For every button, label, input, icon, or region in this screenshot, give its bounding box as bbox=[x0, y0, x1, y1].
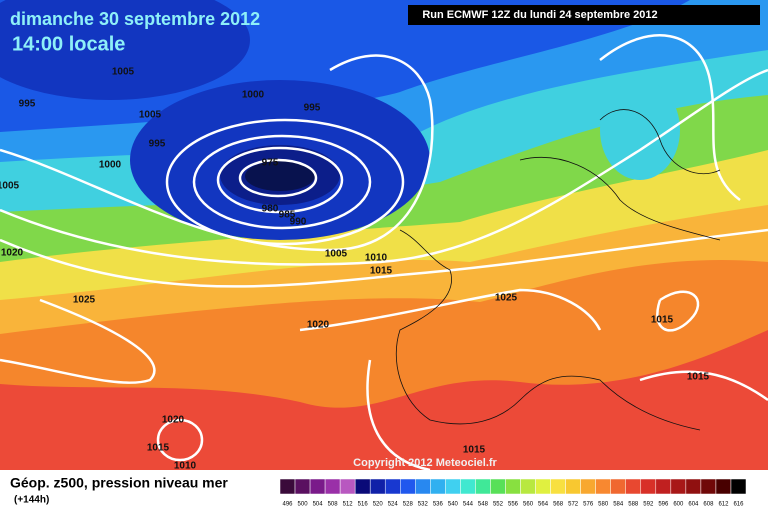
legend-title: Géop. z500, pression niveau mer bbox=[10, 475, 228, 491]
colorbar-swatch bbox=[339, 478, 356, 495]
isobar-label: 995 bbox=[19, 99, 36, 110]
isobar-label: 985 bbox=[279, 210, 296, 221]
isobar-label: 1015 bbox=[463, 445, 486, 456]
colorbar: 496 500 504 508 512 516 520 524 528 532 536 540 544 5… bbox=[279, 478, 747, 508]
colorbar-label: 520 bbox=[373, 502, 384, 508]
colorbar-label: 536 bbox=[433, 502, 444, 508]
colorbar-swatch bbox=[610, 478, 626, 495]
isobar-label: 995 bbox=[149, 139, 166, 150]
colorbar-label: 596 bbox=[658, 502, 669, 508]
colorbar-label: 608 bbox=[703, 502, 714, 508]
isobar-labels: 1005 995 1005 1000 995 995 1000 975 1005 98098599… bbox=[0, 67, 710, 472]
isobar-label: 1020 bbox=[162, 415, 185, 426]
isobar-label: 1005 bbox=[325, 249, 348, 260]
isobar-label: 975 bbox=[262, 158, 279, 169]
colorbar-swatch bbox=[490, 478, 506, 495]
colorbar-swatch bbox=[384, 478, 401, 495]
colorbar-swatch bbox=[430, 478, 446, 495]
colorbar-label: 532 bbox=[418, 502, 429, 508]
colorbar-label: 500 bbox=[298, 502, 309, 508]
isobar-label: 1000 bbox=[242, 90, 265, 101]
colorbar-swatch bbox=[445, 478, 461, 495]
isobar-label: 1025 bbox=[495, 293, 518, 304]
time: 14:00 locale bbox=[12, 33, 125, 55]
isobar-label: 1005 bbox=[0, 181, 20, 192]
isobar-label: 1015 bbox=[147, 443, 170, 454]
colorbar-label: 552 bbox=[493, 502, 504, 508]
colorbar-label: 604 bbox=[688, 502, 699, 508]
colorbar-label: 616 bbox=[733, 502, 744, 508]
colorbar-label: 524 bbox=[388, 502, 399, 508]
colorbar-label: 564 bbox=[538, 502, 549, 508]
legend-subtitle: (+144h) bbox=[14, 495, 49, 506]
isobar-label: 990 bbox=[290, 217, 307, 228]
colorbar-swatch bbox=[460, 478, 476, 495]
isobar-label: 1025 bbox=[73, 295, 96, 306]
isobar-label: 995 bbox=[304, 103, 321, 114]
colorbar-swatch bbox=[354, 478, 371, 495]
coastlines bbox=[395, 109, 721, 431]
colorbar-label: 576 bbox=[583, 502, 594, 508]
colorbar-swatch bbox=[715, 478, 732, 495]
colorbar-swatch bbox=[640, 478, 657, 495]
isobar-label: 1010 bbox=[365, 253, 388, 264]
colorbar-swatch bbox=[475, 478, 491, 495]
isobar-label: 1000 bbox=[99, 160, 122, 171]
colorbar-label: 540 bbox=[448, 502, 459, 508]
colorbar-swatch bbox=[505, 478, 521, 495]
colorbar-label: 548 bbox=[478, 502, 489, 508]
isobar-label: 1015 bbox=[687, 372, 710, 383]
colorbar-label: 600 bbox=[673, 502, 684, 508]
colorbar-label: 556 bbox=[508, 502, 519, 508]
colorbar-label: 512 bbox=[343, 502, 354, 508]
colorbar-swatch bbox=[730, 478, 747, 495]
colorbar-label: 508 bbox=[328, 502, 339, 508]
colorbar-swatch bbox=[535, 478, 551, 495]
colorbar-label: 572 bbox=[568, 502, 579, 508]
colorbar-label: 544 bbox=[463, 502, 474, 508]
colorbar-swatch bbox=[369, 478, 386, 495]
isobar-label: 1005 bbox=[139, 110, 162, 121]
run-box bbox=[408, 5, 760, 25]
copyright: Copyright 2012 Meteociel.fr bbox=[353, 457, 497, 469]
colorbar-swatch bbox=[700, 478, 717, 495]
colorbar-swatch bbox=[655, 478, 672, 495]
colorbar-swatch bbox=[565, 478, 581, 495]
date: dimanche 30 septembre 2012 bbox=[10, 9, 260, 29]
colorbar-label: 560 bbox=[523, 502, 534, 508]
colorbar-swatch bbox=[685, 478, 702, 495]
colorbar-label: 568 bbox=[553, 502, 564, 508]
colorbar-swatch bbox=[670, 478, 687, 495]
colorbar-swatch bbox=[279, 478, 296, 495]
colorbar-label: 504 bbox=[313, 502, 324, 508]
colorbar-label: 528 bbox=[403, 502, 414, 508]
colorbar-swatch bbox=[400, 478, 416, 495]
colorbar-label: 516 bbox=[358, 502, 369, 508]
isobar-label: 1015 bbox=[370, 266, 393, 277]
colorbar-swatch bbox=[595, 478, 611, 495]
colorbar-swatch bbox=[580, 478, 596, 495]
isobar-label: 1005 bbox=[112, 67, 135, 78]
isobar-label: 1020 bbox=[1, 248, 24, 259]
colorbar-swatch bbox=[324, 478, 341, 495]
isobar-label: 1010 bbox=[174, 461, 197, 472]
isobar-label: 1020 bbox=[307, 320, 330, 331]
colorbar-label: 588 bbox=[628, 502, 639, 508]
colorbar-swatch bbox=[625, 478, 642, 495]
isobar-label: 1015 bbox=[651, 315, 674, 326]
colorbar-swatch bbox=[520, 478, 536, 495]
colorbar-label: 580 bbox=[598, 502, 609, 508]
colorbar-label: 496 bbox=[283, 502, 294, 508]
colorbar-label: 584 bbox=[613, 502, 624, 508]
colorbar-swatch bbox=[550, 478, 566, 495]
isobar-lines bbox=[0, 34, 768, 472]
run-info: Run ECMWF 12Z du lundi 24 septembre 2012 bbox=[422, 9, 657, 21]
colorbar-swatch bbox=[309, 478, 326, 495]
colorbar-swatch bbox=[415, 478, 431, 495]
isobar-label: 980 bbox=[262, 204, 279, 215]
colorbar-label: 592 bbox=[643, 502, 654, 508]
colorbar-swatch bbox=[294, 478, 311, 495]
colorbar-label: 612 bbox=[718, 502, 729, 508]
